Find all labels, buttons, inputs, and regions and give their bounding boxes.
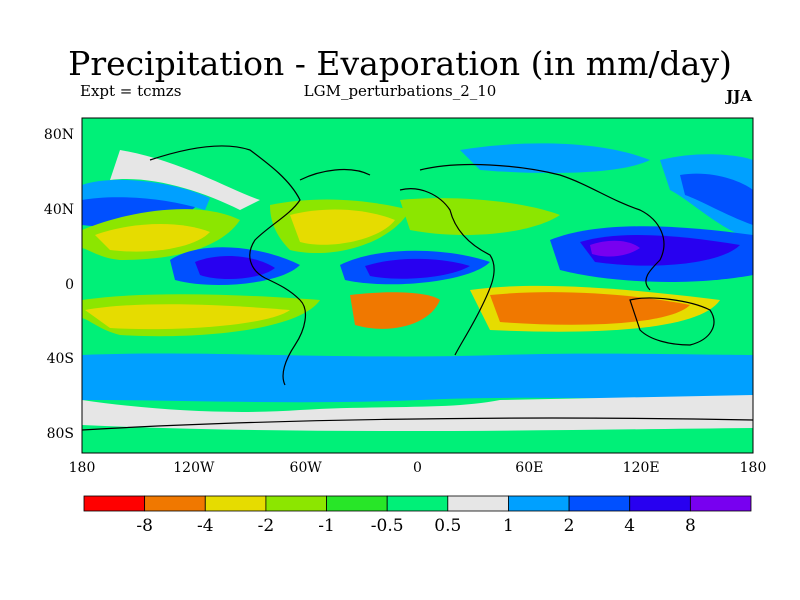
x-tick-label: 60E [515,460,544,476]
y-tick-label: 80N [43,127,74,143]
y-tick-label: 80S [46,426,74,442]
colorbar-tick-label: 2 [563,516,575,536]
run-label: LGM_perturbations_2_10 [303,82,497,100]
coast-africa [399,188,495,356]
field-npac-wet-outer [82,179,210,210]
field-north-band [82,118,753,153]
map-frame [81,117,754,454]
colorbar-box [568,495,631,512]
x-tick-label: 180 [739,460,767,476]
x-tick-label: 60W [289,460,322,476]
field-so-storm [82,353,753,403]
field-atl-itcz-core [365,258,470,279]
colorbar-tick-label: 1 [503,516,514,536]
colorbar-tick-label: -8 [136,516,153,536]
colorbar-tick-label: -2 [257,516,275,536]
colorbar [83,495,752,512]
field-eurasia-wet [460,143,650,173]
x-tick-label: 0 [413,460,422,476]
y-tick-label: 0 [65,277,74,293]
field-monsoon-max [590,240,640,257]
colorbar-box [204,495,267,512]
colorbar-box [386,495,449,512]
colorbar-tick-label: -1 [318,516,335,536]
experiment-label: Expt = tcmzs [80,82,182,100]
colorbar-box [508,495,570,512]
colorbar-box [83,495,146,512]
colorbar-tick-label: 0.5 [434,516,462,536]
y-tick-label: 40N [43,202,74,218]
y-tick-label: 40S [46,351,74,367]
coast-americas [149,145,307,386]
field-sahara [400,198,560,235]
coast-australia [629,297,715,346]
coastlines [82,145,753,431]
colorbar-tick-label: -0.5 [370,516,404,536]
season-label: JJA [726,87,752,105]
colorbar-tick-label: -4 [196,516,214,536]
field-sio-dry [490,292,690,325]
field-atl-north [250,145,460,183]
colorbar-box [326,495,388,512]
colorbar-tick-label: 4 [624,516,636,536]
x-tick-label: 120W [173,460,215,476]
field-pac-subtrop-n-core [95,224,210,252]
field-atl-subtrop-n-core [290,209,395,245]
plot-title: Precipitation - Evaporation (in mm/day) [68,44,732,83]
colorbar-box [447,495,509,512]
field-wpac-north-core [680,173,753,225]
field-antarctic [82,425,753,453]
coast-eurasia [419,163,665,291]
colorbar-box [629,495,691,512]
x-tick-label: 120E [622,460,660,476]
colorbar-tick-label: 8 [684,516,696,536]
colorbar-box [689,495,752,512]
field-spac-subtrop-core [85,304,290,330]
x-tick-label: 180 [68,460,96,476]
field-epac-itcz-core [195,256,275,280]
field-na-dry [110,150,260,210]
colorbar-box [265,495,327,512]
field-satl-dry [350,292,440,329]
coast-greenland [299,169,371,181]
precip-field [82,118,753,453]
coast-antarctica [82,417,753,431]
colorbar-box [144,495,206,512]
